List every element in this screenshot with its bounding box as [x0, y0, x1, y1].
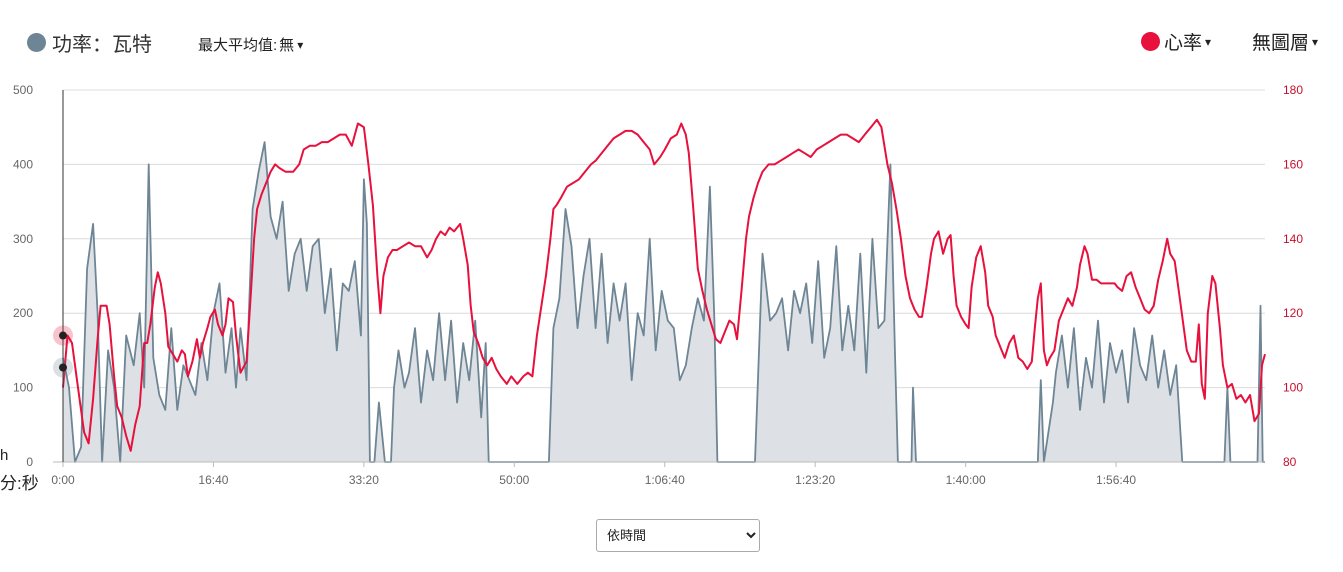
- x-unit-minutes-seconds: 分:秒: [0, 474, 39, 493]
- y-right-tick-label: 160: [1283, 157, 1303, 171]
- y-left-tick-label: 300: [13, 232, 33, 246]
- power-legend[interactable]: 功率：瓦特: [27, 28, 152, 57]
- caret-down-icon: ▾: [297, 37, 304, 52]
- heart-rate-legend-dot: [1141, 32, 1160, 51]
- max-average-dropdown[interactable]: 最大平均值: 無 ▾: [198, 34, 303, 55]
- max-average-value: 無: [279, 37, 295, 54]
- overlay-dropdown[interactable]: 無圖層 ▾: [1252, 28, 1318, 55]
- y-right-tick-label: 80: [1283, 455, 1297, 469]
- x-tick-label: 1:40:00: [946, 473, 986, 487]
- y-right-tick-label: 180: [1283, 83, 1303, 97]
- max-average-label: 最大平均值:: [198, 37, 278, 54]
- heart-rate-series-line: [62, 118, 1266, 452]
- x-tick-label: 1:06:40: [645, 473, 685, 487]
- y-right-tick-label: 140: [1283, 232, 1303, 246]
- view-mode-select[interactable]: 依時間: [596, 519, 760, 552]
- y-left-tick-label: 500: [13, 83, 33, 97]
- cursor-power-marker: [59, 363, 67, 372]
- cursor-heart-rate-marker: [59, 331, 67, 340]
- power-legend-dot: [27, 33, 46, 52]
- x-unit-hours: h: [0, 447, 9, 464]
- y-right-tick-label: 100: [1283, 381, 1303, 395]
- axes: 0 100 200 300 400 500 80 100 120 140 160 180 0:00 16:…: [13, 83, 1303, 487]
- heart-rate-legend-label: 心率: [1164, 33, 1203, 54]
- heart-rate-legend[interactable]: 心率 ▾: [1141, 28, 1211, 55]
- x-tick-label: 50:00: [499, 473, 529, 487]
- series-lines: [62, 118, 1266, 463]
- cursor[interactable]: [53, 90, 73, 462]
- view-mode-select-wrapper: 依時間: [596, 519, 760, 552]
- x-tick-label: 0:00: [51, 473, 75, 487]
- caret-down-icon: ▾: [1312, 34, 1319, 49]
- caret-down-icon: ▾: [1205, 34, 1212, 49]
- x-tick-label: 16:40: [198, 473, 228, 487]
- power-series-line: [62, 141, 1265, 463]
- x-tick-label: 1:23:20: [795, 473, 835, 487]
- x-tick-label: 1:56:40: [1096, 473, 1136, 487]
- y-left-tick-label: 400: [13, 157, 33, 171]
- power-legend-label: 功率：瓦特: [52, 34, 152, 56]
- y-left-tick-label: 100: [13, 381, 33, 395]
- x-tick-label: 33:20: [349, 473, 379, 487]
- y-left-tick-label: 200: [13, 306, 33, 320]
- overlay-label: 無圖層: [1252, 33, 1310, 54]
- y-right-tick-label: 120: [1283, 306, 1303, 320]
- y-left-tick-label: 0: [26, 455, 33, 469]
